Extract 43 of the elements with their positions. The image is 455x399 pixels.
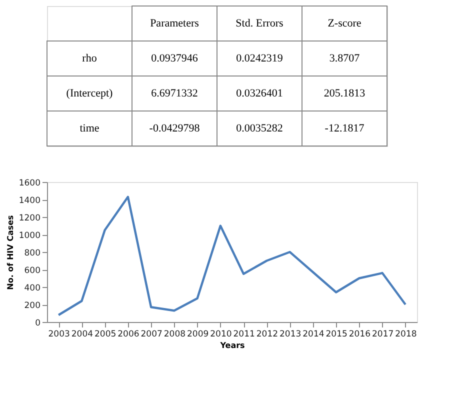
text: -12.1817 [324,122,364,134]
x-tick-label: 2013 [279,330,302,340]
y-tick-label: 1200 [18,214,40,224]
text: 6.6971332 [151,88,198,100]
category-label: time [80,122,100,134]
x-tick-label: 2018 [395,330,417,340]
x-tick-label: 2011 [233,330,255,340]
x-tick-label: 2015 [326,330,348,340]
category-label: Std. Errors [236,18,284,30]
y-tick-label: 1000 [18,231,40,241]
x-tick-label: 2007 [140,330,162,340]
line-series [57,196,407,316]
x-tick-label: 2012 [256,330,278,340]
y-tick-label: 800 [24,248,40,258]
category-label: Parameters [150,18,199,30]
text: 205.1813 [324,88,366,100]
x-tick-label: 2005 [94,330,116,340]
y-tick-label: 1400 [18,196,40,206]
text: 3.8707 [329,52,360,64]
y-tick-label: 0 [35,318,40,328]
text: 0.0242319 [236,52,283,64]
x-tick-label: 2004 [71,330,94,340]
x-tick-label: 2010 [210,330,232,340]
x-tick-label: 2009 [186,330,209,340]
y-tick-label: 1600 [18,178,40,188]
x-tick-label: 2006 [118,330,140,340]
text: 0.0937946 [151,52,198,64]
x-tick-label: 2017 [372,330,394,340]
x-axis-title: Years [219,341,246,350]
x-tick-label: 2016 [348,330,371,340]
text: 0.0326401 [236,88,283,100]
x-tick-label: 2014 [302,330,324,340]
x-tick-label: 2003 [48,330,70,340]
category-label: Z-score [328,18,362,30]
text: 0.0035282 [236,122,283,134]
y-axis-title: No. of HIV Cases [6,214,15,290]
y-tick-label: 600 [24,266,40,276]
category-label: rho [82,52,97,64]
category-label: (Intercept) [66,88,113,100]
y-tick-label: 200 [24,301,40,311]
x-tick-label: 2008 [164,330,186,340]
y-tick-label: 400 [24,284,40,294]
text: -0.0429798 [149,122,200,134]
